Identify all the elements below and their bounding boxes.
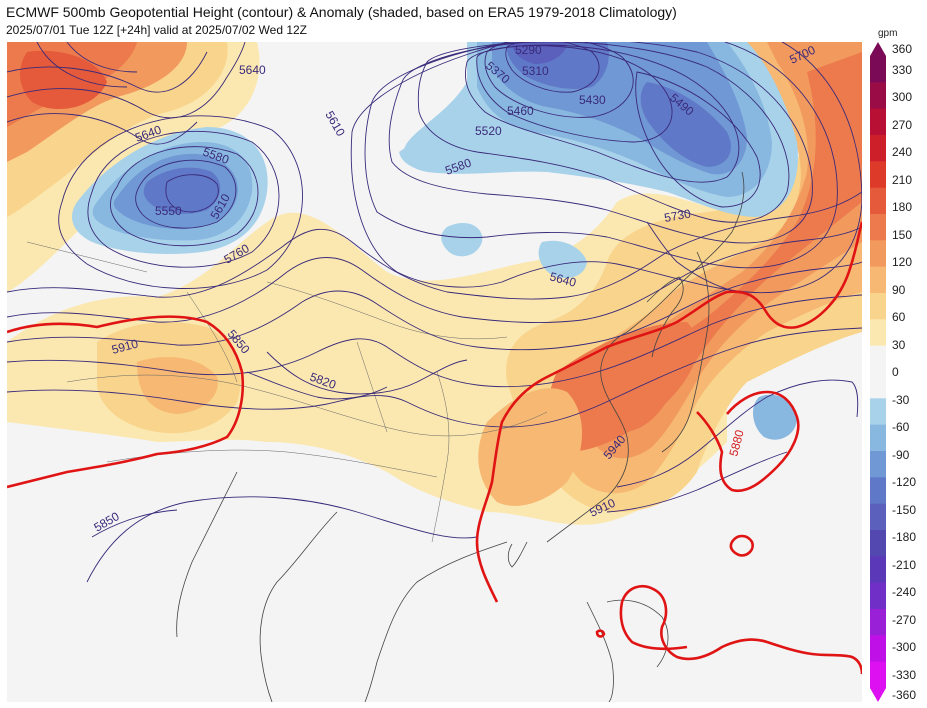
chart-title: ECMWF 500mb Geopotential Height (contour… [6,4,677,20]
contour-label-5550: 5550 [155,204,182,218]
borders [26,241,548,543]
colorbar-tick-label: 180 [892,200,913,214]
colorbar-segment [870,293,886,320]
colorbar-tick-label: -180 [892,530,917,544]
valid-time-subtitle: 2025/07/01 Tue 12Z [+24h] valid at 2025/… [6,23,308,37]
colorbar-tick-label: 30 [892,337,906,352]
colorbar-tick-label: 330 [892,62,913,77]
colorbar-segment [870,530,886,557]
colorbar-segment [870,661,886,689]
contour-label-5640-north: 5640 [239,63,266,77]
colorbar-segment [870,503,886,531]
contour-label-5310: 5310 [522,64,549,78]
height-contours [7,42,862,583]
contour-label-5910-west: 5910 [110,336,140,357]
contour-label-5640-east: 5640 [548,269,578,290]
colorbar [870,42,886,702]
contour-label-5430: 5430 [579,93,606,107]
contour-label-5520: 5520 [475,124,502,138]
colorbar-tick-label: -30 [892,392,910,407]
colorbar-segment [870,266,886,294]
colorbar-tick-label: 240 [892,145,913,159]
colorbar-segment [870,161,886,189]
colorbar-tick-label: -150 [892,502,917,517]
contour-label-5730: 5730 [663,206,692,224]
colorbar-tick-label: -300 [892,640,917,654]
contour-label-5460: 5460 [507,104,534,118]
colorbar-segment [870,635,886,663]
colorbar-tick-label: -240 [892,585,917,599]
colorbar-segment [870,372,886,399]
colorbar-tick-label: -330 [892,667,917,682]
colorbar-max-extend [870,42,886,56]
colorbar-tick-label: 300 [892,90,913,104]
colorbar-segment [870,424,886,452]
colorbar-segment [870,398,886,426]
contour-label-5880: 5880 [726,428,747,458]
colorbar-tick-label: 120 [892,255,913,269]
anomaly-map: 5290 5310 5370 5430 5460 5490 5520 5550 … [7,42,862,702]
colorbar-segment [870,609,886,636]
colorbar-tick-label: -270 [892,612,917,627]
colorbar-labels: 360 330 300 270 240 210 180 150 120 90 60 30 0 -30 -60… [892,42,927,702]
colorbar-segment [870,82,886,110]
colorbar-tick-label: 150 [892,227,913,242]
map-panel: 5290 5310 5370 5430 5460 5490 5520 5550 … [7,42,862,702]
colorbar-tick-label: 90 [892,282,906,297]
colorbar-segment [870,477,886,505]
positive-anomaly-shading [7,42,862,525]
colorbar-segment [870,135,886,162]
colorbar-unit: gpm [878,28,898,39]
colorbar-tick-label: -120 [892,475,917,489]
colorbar-tick-label: 60 [892,310,906,324]
colorbar-segment [870,319,886,347]
subtropical-high-5880-contour [7,221,862,675]
colorbar-tick-label: -60 [892,420,910,434]
colorbar-segment [870,240,886,268]
colorbar-segment [870,56,886,83]
colorbar-segment [870,187,886,215]
colorbar-segment [870,582,886,610]
colorbar-tick-label: -360 [892,688,917,702]
colorbar-tick-label: 210 [892,172,913,187]
colorbar-segment [870,451,886,478]
colorbar-tick-label: -210 [892,557,917,572]
colorbar-tick-label: 360 [892,42,913,56]
colorbar-min-extend [870,688,886,702]
colorbar-segment [870,345,886,373]
colorbar-tick-label: 0 [892,365,899,379]
colorbar-tick-label: -90 [892,447,910,462]
contour-label-5290: 5290 [515,43,542,57]
colorbar-segment [870,214,886,241]
colorbar-segment [870,108,886,136]
colorbar-tick-label: 270 [892,117,913,132]
colorbar-segment [870,556,886,584]
